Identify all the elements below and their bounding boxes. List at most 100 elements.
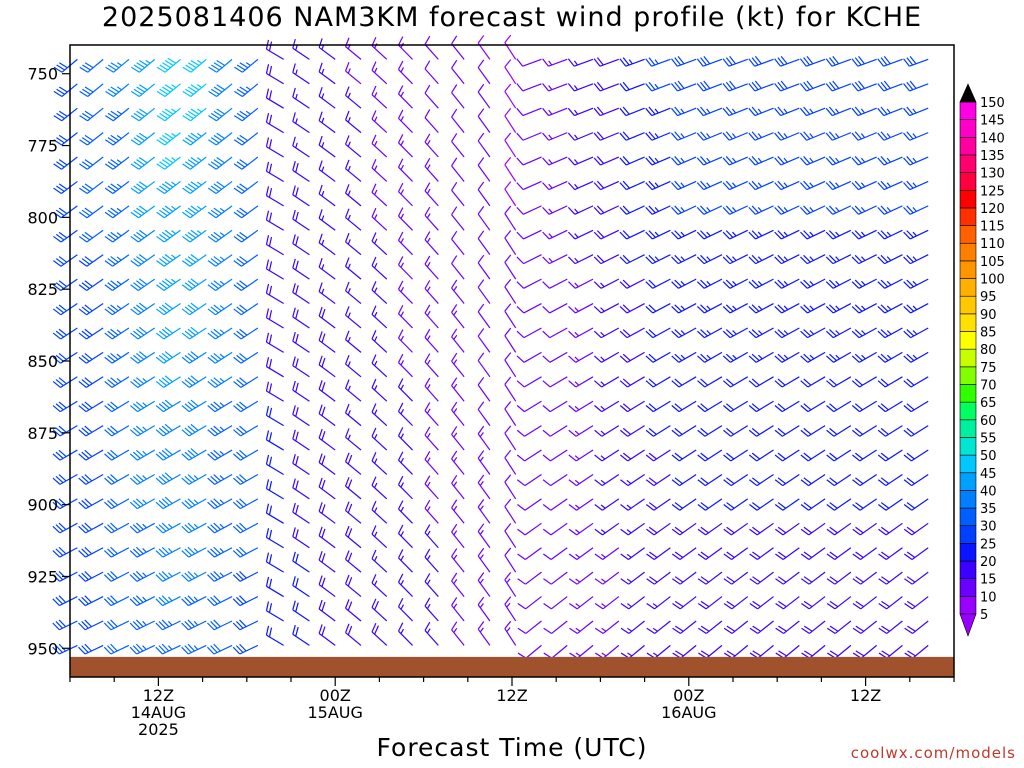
- wind-barb-half: [654, 157, 659, 163]
- wind-barb-flag: [321, 357, 326, 368]
- wind-barb-half: [193, 475, 199, 480]
- wind-barb-flag: [477, 181, 485, 191]
- wind-barb-flag: [800, 553, 810, 561]
- wind-barb-flag: [620, 528, 629, 536]
- wind-barb-flag: [803, 353, 812, 362]
- wind-barb-flag: [139, 84, 148, 91]
- colorbar-label: 80: [980, 343, 997, 358]
- wind-barb-flag: [345, 550, 350, 560]
- wind-barb-half: [479, 529, 484, 535]
- wind-barb-half: [912, 354, 918, 360]
- wind-barb-flag: [135, 643, 144, 652]
- wind-barb-staff: [504, 506, 517, 524]
- wind-barb-flag: [671, 479, 680, 487]
- y-tick-label: 800: [27, 208, 58, 227]
- wind-barb-half: [168, 523, 173, 529]
- wind-barb-flag: [265, 186, 270, 196]
- wind-barb-flag: [207, 429, 216, 437]
- wind-barb-flag: [345, 159, 350, 169]
- wind-barb-flag: [84, 183, 94, 190]
- wind-barb-half: [706, 256, 711, 261]
- wind-barb-flag: [265, 283, 270, 294]
- wind-barb-flag: [130, 356, 139, 364]
- wind-barb-flag: [451, 523, 458, 533]
- wind-barb-flag: [236, 403, 245, 411]
- wind-barb-flag: [903, 306, 911, 314]
- wind-barb-flag: [52, 429, 61, 437]
- wind-barb-flag: [130, 66, 140, 73]
- wind-barb-flag: [133, 258, 142, 265]
- wind-barb-half: [575, 652, 581, 657]
- wind-barb-flag: [164, 59, 174, 66]
- wind-barb-flag: [803, 254, 811, 263]
- wind-barb-half: [374, 409, 378, 415]
- colorbar-label: 145: [980, 114, 1005, 129]
- wind-barb-flag: [213, 86, 223, 93]
- wind-barb-flag: [622, 57, 630, 66]
- wind-barb-flag: [155, 380, 164, 388]
- wind-barb-staff: [477, 238, 491, 256]
- wind-barb-flag: [725, 230, 734, 238]
- wind-barb-flag: [723, 479, 732, 487]
- wind-barb-flag: [477, 279, 485, 288]
- wind-barb-half: [835, 354, 840, 360]
- wind-barb-flag: [726, 403, 735, 411]
- wind-barb-flag: [130, 163, 140, 170]
- wind-barb-flag: [55, 403, 64, 411]
- wind-barb-flag: [58, 280, 68, 287]
- wind-barb-flag: [504, 230, 512, 239]
- wind-barb-flag: [543, 627, 552, 634]
- wind-barb-flag: [593, 231, 602, 240]
- wind-barb-flag: [345, 452, 350, 462]
- wind-barb-flag: [722, 256, 731, 265]
- wind-barb-flag: [347, 625, 353, 636]
- wind-barb-flag: [55, 596, 64, 605]
- wind-barb-flag: [136, 231, 145, 239]
- wind-barb-flag: [880, 81, 888, 91]
- wind-barb-flag: [806, 80, 814, 89]
- wind-barb-flag: [803, 502, 812, 509]
- wind-barb-half: [116, 377, 122, 383]
- wind-barb-flag: [81, 500, 90, 508]
- wind-barb-flag: [107, 354, 116, 362]
- wind-barb-flag: [161, 231, 171, 239]
- wind-barb-flag: [295, 602, 299, 612]
- wind-barb-flag: [825, 330, 834, 339]
- wind-barb-flag: [81, 330, 90, 338]
- wind-barb-flag: [59, 62, 68, 69]
- wind-barb-flag: [79, 139, 88, 146]
- wind-barb-flag: [345, 428, 350, 438]
- wind-barb-flag: [451, 621, 458, 631]
- wind-barb-flag: [777, 205, 785, 214]
- wind-barb-flag: [543, 553, 552, 561]
- wind-barb-flag: [213, 231, 222, 239]
- wind-barb-flag: [877, 256, 885, 265]
- wind-barb-flag: [648, 452, 657, 460]
- colorbar-segment: [959, 437, 977, 456]
- wind-barb-flag: [504, 108, 512, 117]
- wind-barb-flag: [751, 502, 761, 509]
- colorbar-segment: [959, 472, 977, 491]
- wind-barb-flag: [265, 601, 270, 611]
- wind-barb-half: [400, 213, 405, 219]
- wind-barb-flag: [130, 115, 140, 122]
- wind-barb-flag: [268, 481, 273, 491]
- x-tick-label: 00Z: [320, 686, 351, 705]
- wind-barb-flag: [648, 254, 657, 263]
- wind-barb-flag: [138, 205, 148, 212]
- wind-barb-flag: [726, 452, 735, 460]
- wind-barb-flag: [697, 429, 706, 437]
- wind-barb-flag: [159, 185, 168, 192]
- wind-barb-flag: [207, 260, 217, 267]
- wind-barb-flag: [268, 432, 273, 442]
- wind-barb-half: [374, 43, 378, 49]
- wind-barb-flag: [880, 254, 889, 263]
- wind-barb-half: [400, 555, 405, 561]
- wind-barb-flag: [725, 254, 734, 263]
- wind-barb-flag: [268, 139, 273, 149]
- wind-barb-flag: [371, 256, 377, 266]
- wind-barb-flag: [187, 280, 196, 287]
- wind-barb-flag: [187, 401, 196, 409]
- wind-barb-flag: [619, 83, 627, 92]
